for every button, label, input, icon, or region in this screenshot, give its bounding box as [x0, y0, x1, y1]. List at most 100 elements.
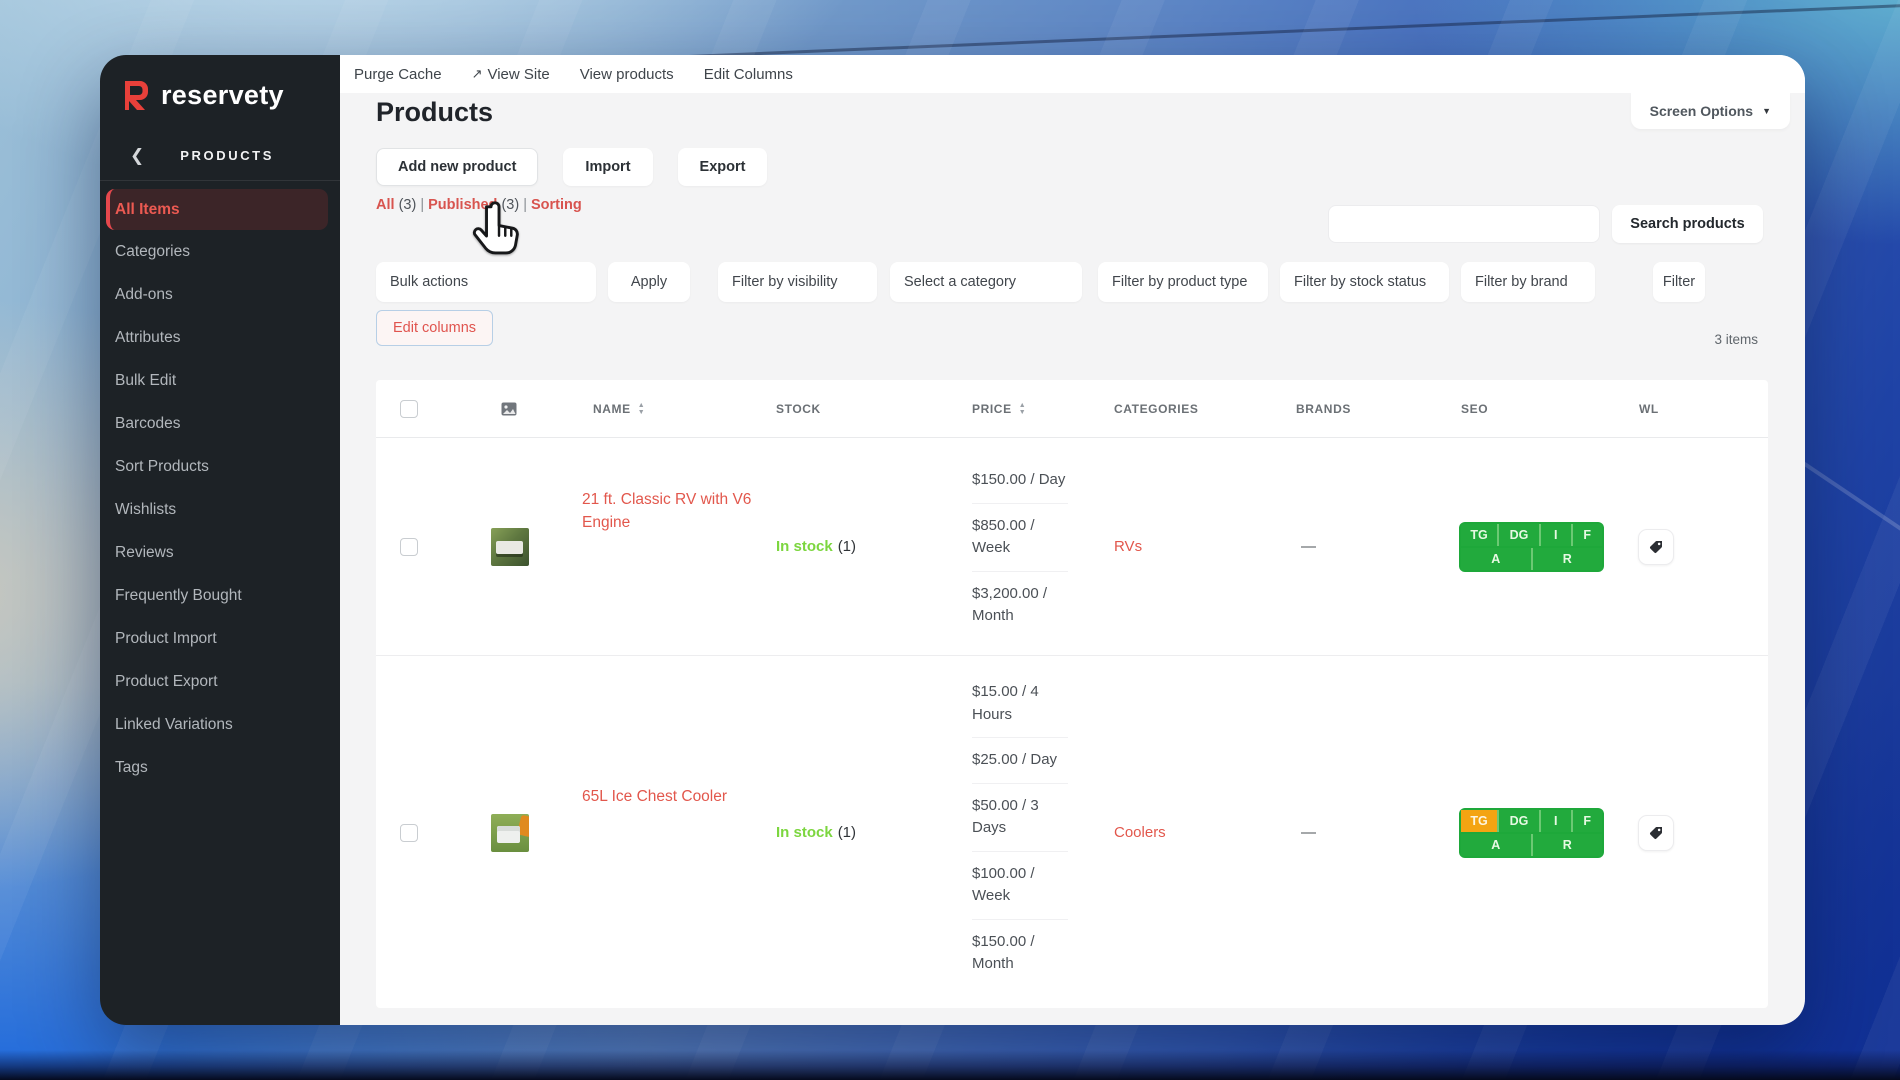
table-row: 65L Ice Chest Cooler In stock (1) $15.00… — [376, 656, 1768, 1008]
seo-cell-r: R — [1532, 547, 1602, 570]
sidebar-item-barcodes[interactable]: Barcodes — [115, 414, 181, 432]
product-thumbnail-rv[interactable] — [491, 527, 529, 566]
tag-icon — [1650, 826, 1662, 839]
products-table: NAME ▲ ▼ STOCK PRICE ▲ ▼ CATEGORIES BRANDS… — [376, 380, 1768, 1008]
sidebar-item-tags[interactable]: Tags — [115, 758, 148, 776]
price-entry: $25.00 / Day — [972, 737, 1068, 783]
app-window: reservety ❮ PRODUCTS All Items Categorie… — [100, 55, 1805, 1025]
add-new-product-button[interactable]: Add new product — [376, 148, 539, 186]
wishlist-tag-button[interactable] — [1638, 528, 1674, 565]
admin-topbar: Purge Cache ↗ View Site View products Ed… — [340, 55, 1805, 93]
stock-status: In stock — [776, 824, 833, 841]
price-list: $15.00 / 4 Hours $25.00 / Day $50.00 / 3… — [972, 656, 1068, 987]
export-button[interactable]: Export — [677, 148, 768, 186]
sidebar-item-product-export[interactable]: Product Export — [115, 672, 218, 690]
stock-status: In stock — [776, 538, 833, 555]
seo-cell-f: F — [1572, 523, 1602, 546]
category-link[interactable]: Coolers — [1114, 824, 1166, 841]
price-entry: $100.00 / Week — [972, 850, 1068, 919]
filter-product-type-select[interactable]: Filter by product type — [1098, 262, 1268, 302]
header-stock: STOCK — [776, 401, 821, 416]
image-column-icon — [501, 402, 517, 415]
sort-icon: ▲ ▼ — [1018, 401, 1027, 416]
sidebar-section-header: ❮ PRODUCTS — [100, 147, 340, 164]
brand-value: — — [1301, 824, 1316, 841]
edit-columns-button[interactable]: Edit columns — [376, 310, 494, 346]
filter-stock-status-select[interactable]: Filter by stock status — [1280, 262, 1449, 302]
screen-options-button[interactable]: Screen Options ▼ — [1630, 93, 1790, 129]
seo-cell-i: I — [1541, 523, 1571, 546]
price-entry: $50.00 / 3 Days — [972, 782, 1068, 851]
sidebar-item-product-import[interactable]: Product Import — [115, 629, 217, 647]
row-checkbox[interactable] — [400, 537, 418, 556]
seo-cell-dg: DG — [1499, 523, 1539, 546]
wallpaper-bottom-shade — [0, 1050, 1900, 1080]
search-products-button[interactable]: Search products — [1612, 205, 1763, 243]
sidebar: reservety ❮ PRODUCTS All Items Categorie… — [100, 55, 340, 1025]
product-name-link[interactable]: 21 ft. Classic RV with V6 Engine — [582, 491, 752, 531]
wishlist-tag-button[interactable] — [1638, 814, 1674, 851]
header-price[interactable]: PRICE ▲ ▼ — [972, 401, 1027, 416]
seo-cell-a: A — [1461, 833, 1531, 856]
price-entry: $850.00 / Week — [972, 502, 1068, 571]
purge-cache-link[interactable]: Purge Cache — [354, 65, 442, 83]
sidebar-item-sort-products[interactable]: Sort Products — [115, 457, 209, 475]
seo-score-badge: TG DG I F A R — [1459, 807, 1604, 858]
price-entry: $3,200.00 / Month — [972, 570, 1068, 639]
stock-count: (1) — [837, 824, 857, 841]
seo-cell-tg: TG — [1461, 523, 1497, 546]
import-button[interactable]: Import — [563, 148, 653, 186]
filter-visibility-select[interactable]: Filter by visibility — [718, 262, 877, 302]
filter-brand-select[interactable]: Filter by brand — [1461, 262, 1595, 302]
table-row: 21 ft. Classic RV with V6 Engine In stoc… — [376, 438, 1768, 656]
search-input[interactable] — [1328, 205, 1600, 243]
seo-cell-r: R — [1532, 833, 1602, 856]
apply-button[interactable]: Apply — [608, 262, 690, 302]
product-name-link[interactable]: 65L Ice Chest Cooler — [582, 788, 728, 806]
edit-columns-topbar-link[interactable]: Edit Columns — [703, 65, 793, 83]
select-category-select[interactable]: Select a category — [890, 262, 1082, 302]
caret-down-icon: ▼ — [1762, 106, 1771, 116]
sidebar-item-reviews[interactable]: Reviews — [115, 543, 174, 561]
sidebar-item-frequently-bought[interactable]: Frequently Bought — [115, 586, 242, 604]
view-site-link[interactable]: ↗ View Site — [471, 65, 550, 83]
seo-cell-f: F — [1572, 809, 1602, 832]
external-link-icon: ↗ — [471, 66, 483, 81]
brand-value: — — [1301, 538, 1316, 555]
category-link[interactable]: RVs — [1114, 538, 1143, 555]
price-list: $150.00 / Day $850.00 / Week $3,200.00 /… — [972, 438, 1068, 639]
items-count: 3 items — [1714, 332, 1758, 347]
sidebar-item-attributes[interactable]: Attributes — [115, 328, 181, 346]
header-categories: CATEGORIES — [1114, 401, 1199, 416]
sidebar-item-all-items[interactable]: All Items — [106, 189, 328, 230]
main-content: Purge Cache ↗ View Site View products Ed… — [340, 55, 1805, 1025]
filter-sorting-link[interactable]: Sorting — [531, 197, 582, 213]
status-filter-links: All (3) | Published (3) | Sorting — [376, 197, 582, 213]
bulk-actions-select[interactable]: Bulk actions — [376, 262, 596, 302]
row-checkbox[interactable] — [400, 823, 418, 842]
wallpaper-diagonal-line — [680, 0, 1900, 59]
view-products-link[interactable]: View products — [579, 65, 674, 83]
filter-button[interactable]: Filter — [1653, 262, 1705, 302]
sidebar-section-label: PRODUCTS — [180, 148, 274, 163]
sidebar-item-bulk-edit[interactable]: Bulk Edit — [115, 371, 177, 389]
filter-published-link[interactable]: Published — [428, 197, 498, 213]
price-entry: $150.00 / Day — [972, 471, 1066, 488]
price-entry: $150.00 / Month — [972, 918, 1068, 987]
reservety-logo-icon — [125, 81, 148, 110]
sidebar-menu: All Items Categories Add-ons Attributes … — [100, 189, 340, 789]
sidebar-item-categories[interactable]: Categories — [115, 242, 190, 260]
product-thumbnail-cooler[interactable] — [491, 813, 529, 852]
sidebar-item-wishlists[interactable]: Wishlists — [115, 500, 177, 518]
sidebar-item-linked-variations[interactable]: Linked Variations — [115, 715, 233, 733]
tag-icon — [1650, 540, 1662, 553]
filter-all-link[interactable]: All — [376, 197, 395, 213]
header-seo: SEO — [1461, 401, 1489, 416]
header-name[interactable]: NAME ▲ ▼ — [593, 401, 646, 416]
logo: reservety — [100, 55, 340, 111]
chevron-left-icon[interactable]: ❮ — [130, 146, 145, 165]
seo-cell-a: A — [1461, 547, 1531, 570]
select-all-checkbox[interactable] — [400, 399, 418, 418]
sidebar-item-add-ons[interactable]: Add-ons — [115, 285, 173, 303]
logo-text: reservety — [161, 79, 284, 110]
